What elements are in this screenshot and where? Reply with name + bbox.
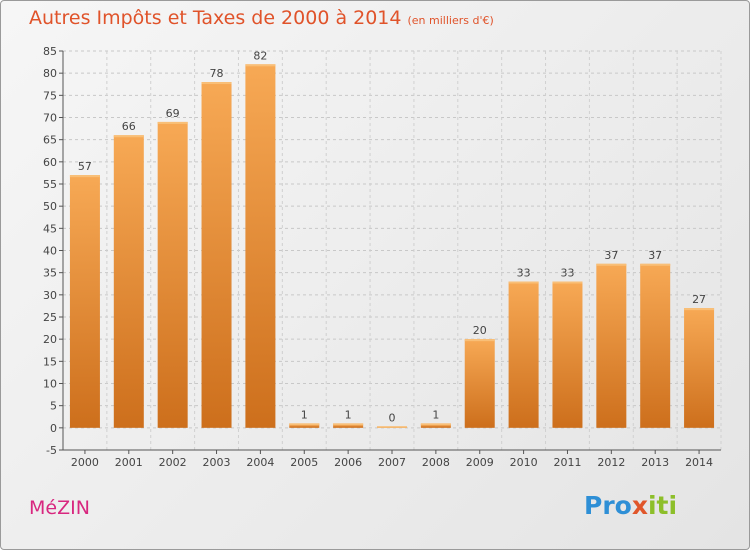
bar-top-edge-2003 [201, 82, 232, 85]
value-label-2010: 33 [517, 267, 531, 280]
bar-2005 [289, 423, 320, 428]
x-tick-label-2005: 2005 [290, 456, 318, 469]
bar-2000 [69, 175, 100, 428]
logo-part-x: x [631, 491, 648, 520]
bar-top-edge-2004 [245, 64, 276, 67]
value-label-2009: 20 [473, 324, 487, 337]
bar-top-edge-2007 [377, 426, 407, 428]
value-label-2012: 37 [604, 249, 618, 262]
x-tick-label-2011: 2011 [553, 456, 581, 469]
bars [69, 64, 715, 428]
bar-2002 [157, 121, 188, 428]
chart-title: Autres Impôts et Taxes de 2000 à 2014 (en… [29, 7, 494, 29]
x-tick-label-2004: 2004 [246, 456, 274, 469]
bar-top-edge-2002 [157, 121, 188, 124]
bar-top-edge-2008 [420, 423, 451, 426]
value-label-2002: 69 [166, 107, 180, 120]
bar-top-edge-2010 [508, 281, 539, 284]
data-labels: 57 66 69 78 82 1 1 0 1 20 33 33 37 37 27 [78, 49, 706, 424]
value-label-2000: 57 [78, 160, 92, 173]
x-tick-label-2003: 2003 [203, 456, 231, 469]
chart-subtitle: (en milliers d'€) [407, 14, 494, 27]
y-tick-label: 45 [43, 222, 57, 235]
x-tick-label-2002: 2002 [159, 456, 187, 469]
y-tick-label: 15 [43, 355, 57, 368]
y-tick-label: 80 [43, 67, 57, 80]
x-tick-label-2000: 2000 [71, 456, 99, 469]
x-tick-label-2012: 2012 [597, 456, 625, 469]
bar-top-edge-2005 [289, 423, 320, 426]
value-label-2003: 78 [210, 67, 224, 80]
y-tick-label: 65 [43, 134, 57, 147]
bar-2006 [333, 423, 364, 428]
y-tick-label: 25 [43, 311, 57, 324]
bar-2004 [245, 64, 276, 428]
bar-2012 [596, 263, 627, 428]
x-tick-label-2001: 2001 [115, 456, 143, 469]
bar-top-edge-2011 [552, 281, 583, 284]
y-tick-label: 0 [50, 422, 57, 435]
value-label-2005: 1 [301, 408, 308, 421]
value-label-2007: 0 [389, 411, 396, 424]
x-tick-label-2006: 2006 [334, 456, 362, 469]
value-label-2014: 27 [692, 293, 706, 306]
x-tick-label-2013: 2013 [641, 456, 669, 469]
x-tick-label-2008: 2008 [422, 456, 450, 469]
city-name: MéZIN [29, 497, 90, 519]
value-label-2004: 82 [253, 49, 267, 62]
y-tick-label: 75 [43, 89, 57, 102]
value-label-2013: 37 [648, 249, 662, 262]
y-tick-label: 20 [43, 333, 57, 346]
bar-top-edge-2009 [464, 339, 495, 342]
y-tick-label: -5 [46, 444, 57, 457]
bar-top-edge-2014 [684, 308, 715, 311]
y-tick-label: 40 [43, 245, 57, 258]
y-tick-label: 10 [43, 378, 57, 391]
y-tick-label: 60 [43, 156, 57, 169]
bar-2001 [113, 135, 144, 428]
x-tick-label-2010: 2010 [510, 456, 538, 469]
bar-2011 [552, 281, 583, 428]
x-tick-label-2009: 2009 [466, 456, 494, 469]
y-tick-label: 55 [43, 178, 57, 191]
bar-top-edge-2006 [333, 423, 364, 426]
y-tick-label: 70 [43, 112, 57, 125]
y-tick-label: 30 [43, 289, 57, 302]
value-label-2006: 1 [345, 408, 352, 421]
bar-2003 [201, 82, 232, 428]
bar-top-edge-2000 [69, 175, 100, 178]
bar-2010 [508, 281, 539, 428]
y-tick-label: 50 [43, 200, 57, 213]
bar-2014 [684, 308, 715, 428]
y-tick-label: 35 [43, 267, 57, 280]
logo-part-iti: iti [647, 491, 678, 520]
bar-top-edge-2012 [596, 263, 627, 266]
y-tick-label: 5 [50, 400, 57, 413]
bar-top-edge-2013 [640, 263, 671, 266]
value-label-2011: 33 [560, 267, 574, 280]
value-label-2008: 1 [432, 408, 439, 421]
logo-part-pro: Pro [584, 491, 632, 520]
proxiti-logo: Proxiti [584, 491, 677, 520]
value-label-2001: 66 [122, 120, 136, 133]
bar-2013 [640, 263, 671, 428]
x-tick-label-2007: 2007 [378, 456, 406, 469]
bar-2008 [420, 423, 451, 428]
x-tick-label-2014: 2014 [685, 456, 713, 469]
axes: -505101520253035404550556065707580852000… [43, 45, 721, 469]
y-tick-label: 85 [43, 45, 57, 58]
bar-2009 [464, 339, 495, 428]
bar-top-edge-2001 [113, 135, 144, 138]
